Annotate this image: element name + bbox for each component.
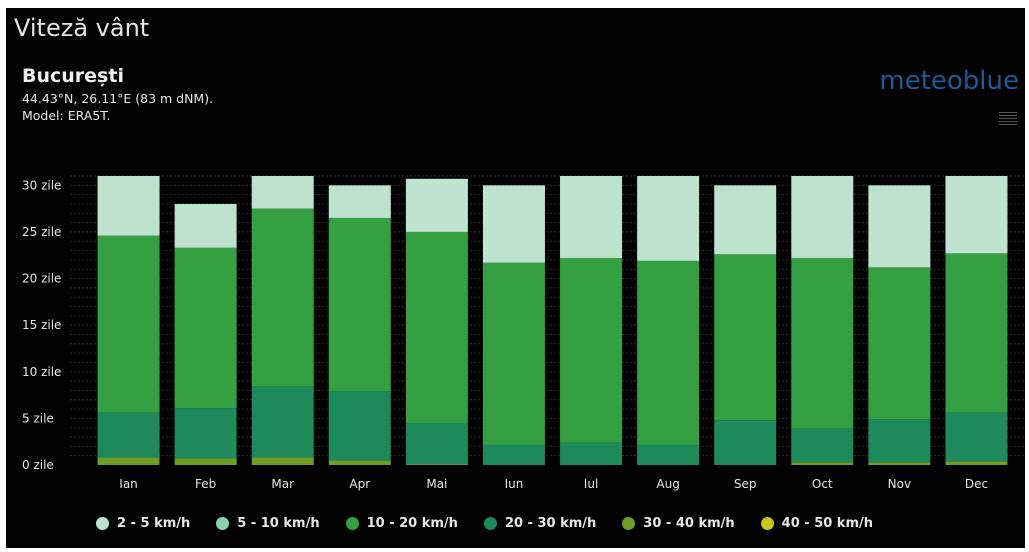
x-tick-label: Nov [888, 477, 911, 491]
y-tick-label: 20 zile [22, 272, 61, 286]
bar-segment [714, 185, 777, 255]
bar-segment [405, 423, 468, 465]
bar-segment [97, 176, 160, 236]
wind-speed-chart: 0 zile 5 zile 10 zile 15 zile 20 zile 25 zile… [22, 175, 1025, 491]
bar-segment [251, 457, 314, 465]
y-tick-label: 5 zile [22, 411, 54, 425]
bar-segment [174, 203, 237, 248]
bar-segment [251, 176, 314, 209]
bar-segment [482, 444, 545, 465]
legend-label: 40 - 50 km/h [781, 516, 874, 531]
bar-segment [560, 258, 623, 443]
bar-segment [945, 176, 1008, 254]
legend-dot-icon [96, 517, 109, 530]
bar-segment [482, 185, 545, 263]
location-name: București [22, 65, 124, 87]
grid-lines [70, 175, 1025, 457]
bar-segment [791, 258, 854, 429]
bar-segment [714, 420, 777, 465]
legend-item: 40 - 50 km/h [760, 516, 874, 531]
bar-segment [791, 462, 854, 465]
y-tick-label: 10 zile [22, 365, 61, 379]
bar-segment [868, 419, 931, 463]
bar-segment [868, 462, 931, 465]
bar-segment [482, 262, 545, 445]
x-tick-label: Mai [426, 477, 447, 491]
chart-panel: Viteză vânt București 44.43°N, 26.11°E (… [6, 8, 1025, 548]
x-tick-label: Oct [812, 477, 833, 491]
legend-item: 5 - 10 km/h [216, 516, 320, 531]
x-tick-label: Apr [349, 477, 370, 491]
bar-segment [328, 185, 391, 218]
x-tick-label: Sep [734, 477, 757, 491]
bar-segment [945, 412, 1008, 462]
meteoblue-logo: meteoblue [879, 66, 1019, 96]
logo-stripes-icon [999, 112, 1017, 126]
bar-segment [868, 185, 931, 268]
bar-segment [251, 386, 314, 458]
legend-dot-icon [760, 517, 774, 530]
x-tick-label: Iun [505, 477, 524, 491]
bar-segment [945, 461, 1008, 465]
legend-item: 10 - 20 km/h [345, 516, 458, 531]
bar-segment [945, 253, 1008, 413]
x-tick-label: Iul [584, 477, 598, 491]
bar-segment [405, 464, 468, 465]
bar-segment [97, 412, 160, 458]
legend-dot-icon [345, 517, 359, 530]
y-tick-label: 15 zile [22, 318, 61, 332]
x-tick-label: Ian [119, 477, 138, 491]
legend-item: 20 - 30 km/h [483, 516, 597, 531]
legend-item: 2 - 5 km/h [96, 516, 190, 531]
coordinates-text: 44.43°N, 26.11°E (83 m dNM). [22, 91, 214, 106]
bar-segment [637, 176, 700, 261]
bar-segment [97, 235, 160, 413]
bar-segment [868, 267, 931, 420]
legend-dot-icon [622, 517, 636, 530]
bar-segment [328, 460, 391, 465]
bar-segment [560, 442, 623, 465]
x-tick-label: Feb [195, 477, 216, 491]
y-tick-label: 30 zile [22, 178, 61, 192]
x-tick-label: Dec [965, 477, 988, 491]
bar-segment [174, 458, 237, 465]
bar-segment [637, 444, 700, 465]
page-title: Viteză vânt [14, 14, 150, 42]
legend: 2 - 5 km/h 5 - 10 km/h 10 - 20 km/h 20 - 30… [96, 516, 873, 531]
legend-label: 30 - 40 km/h [643, 516, 735, 531]
y-tick-label: 0 zile [22, 458, 54, 472]
legend-label: 5 - 10 km/h [237, 516, 320, 531]
legend-dot-icon [483, 517, 497, 530]
bar-segment [405, 231, 468, 424]
model-text: Model: ERA5T. [22, 108, 111, 123]
legend-dot-icon [216, 517, 230, 530]
legend-item: 30 - 40 km/h [622, 516, 735, 531]
x-tick-label: Mar [271, 477, 294, 491]
legend-label: 2 - 5 km/h [117, 516, 191, 531]
bar-segment [791, 428, 854, 463]
legend-label: 10 - 20 km/h [366, 516, 458, 531]
bar-segment [791, 176, 854, 259]
bar-segment [174, 408, 237, 459]
bar-segment [560, 176, 623, 259]
bar-segment [714, 254, 777, 421]
bar-segment [637, 260, 700, 445]
x-tick-label: Aug [656, 477, 679, 491]
bar-segment [328, 217, 391, 392]
y-tick-label: 25 zile [22, 225, 61, 239]
bar-segment [174, 247, 237, 409]
bar-segment [97, 457, 160, 465]
bar-segment [328, 391, 391, 461]
bar-segment [251, 208, 314, 387]
legend-label: 20 - 30 km/h [504, 516, 597, 531]
bar-segment [405, 178, 468, 232]
